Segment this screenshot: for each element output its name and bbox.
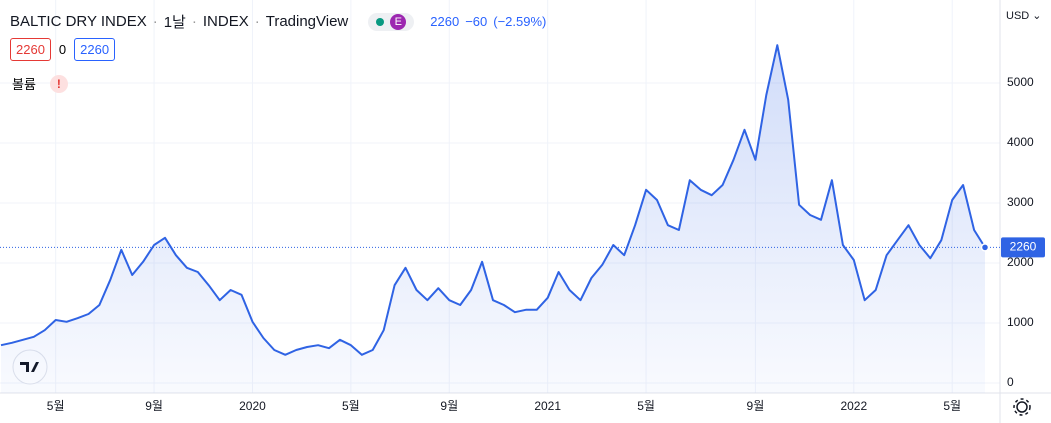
badge-letter: E bbox=[390, 13, 407, 30]
x-tick-label: 2020 bbox=[239, 399, 266, 413]
last-price-tag-label: 2260 bbox=[1010, 240, 1037, 254]
y-tick-label: 5000 bbox=[1007, 75, 1034, 89]
price-line bbox=[0, 44, 986, 356]
last-price-tag bbox=[1001, 237, 1045, 258]
y-tick-label: 4000 bbox=[1007, 135, 1034, 149]
buy-price[interactable]: 2260 bbox=[74, 38, 116, 61]
y-tick-label: 0 bbox=[1007, 375, 1014, 389]
y-tick-label: 1000 bbox=[1007, 315, 1034, 329]
last-point bbox=[980, 243, 990, 252]
currency-label: USD bbox=[1006, 10, 1030, 22]
x-tick-label: 5월 bbox=[47, 399, 65, 413]
volume-label: 볼륨 bbox=[12, 77, 36, 92]
change: −60 bbox=[465, 14, 488, 29]
exchange: INDEX bbox=[202, 13, 249, 30]
header: BALTIC DRY INDEX · 1날 · INDEX · TradingView… bbox=[10, 12, 547, 31]
y-tick-label: 3000 bbox=[1007, 195, 1034, 209]
x-tick-label: 9월 bbox=[145, 399, 163, 413]
symbol-title: BALTIC DRY INDEX bbox=[10, 13, 147, 30]
x-tick-label: 2021 bbox=[534, 399, 561, 413]
spread: 0 bbox=[58, 42, 67, 57]
x-tick-label: 5월 bbox=[943, 399, 961, 413]
area-fill bbox=[1, 45, 985, 393]
last-price: 2260 bbox=[430, 14, 460, 29]
x-tick-label: 9월 bbox=[747, 399, 765, 413]
change-pct: (−2.59%) bbox=[493, 14, 547, 29]
alert-icon[interactable]: ! bbox=[49, 74, 68, 93]
price-info: 2260 −60 (−2.59%) bbox=[430, 14, 546, 29]
sell-price[interactable]: 2260 bbox=[10, 38, 51, 61]
x-tick-label: 5월 bbox=[342, 399, 360, 413]
source: TradingView bbox=[265, 13, 349, 30]
interval[interactable]: 1날 bbox=[163, 14, 186, 31]
currency[interactable]: USD ⌄ bbox=[1006, 10, 1042, 22]
y-tick-label: 2000 bbox=[1007, 255, 1034, 269]
volume-row: 볼륨 ! bbox=[12, 74, 68, 93]
status-badge[interactable]: E bbox=[368, 12, 415, 31]
settings-icon[interactable] bbox=[1013, 398, 1031, 416]
x-tick-label: 5월 bbox=[637, 399, 655, 413]
x-tick-label: 9월 bbox=[440, 399, 458, 413]
ohlc-row: 2260 0 2260 bbox=[10, 38, 116, 61]
x-tick-label: 2022 bbox=[840, 399, 867, 413]
